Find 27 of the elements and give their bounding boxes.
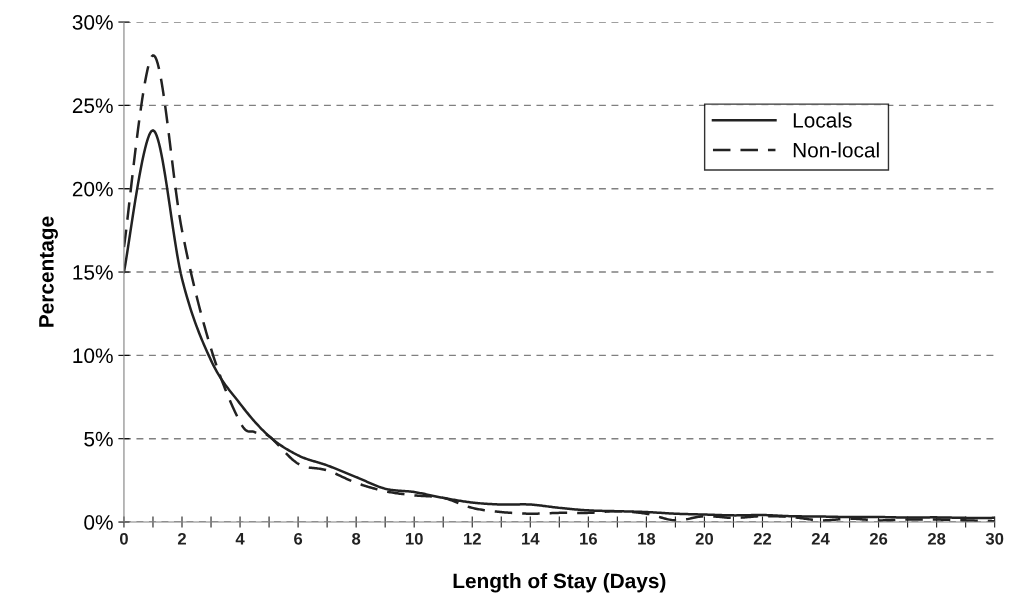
x-tick-label: 12 bbox=[464, 532, 481, 545]
y-tick-label: 0% bbox=[84, 515, 113, 530]
legend-label: Locals bbox=[793, 112, 852, 128]
x-tick-label: 16 bbox=[580, 532, 597, 545]
x-tick-label: 18 bbox=[638, 532, 656, 545]
x-tick-label: 4 bbox=[235, 533, 245, 545]
x-tick-label: 14 bbox=[522, 533, 540, 545]
x-tick-label: 0 bbox=[119, 532, 128, 545]
y-tick-label: 10% bbox=[73, 348, 113, 364]
x-tick-label: 22 bbox=[753, 532, 772, 545]
x-tick-label: 10 bbox=[405, 532, 423, 545]
x-axis-title: Length of Stay (Days) bbox=[453, 572, 666, 593]
y-tick-label: 20% bbox=[72, 181, 113, 197]
x-tick-label: 8 bbox=[352, 532, 361, 545]
x-tick-label: 2 bbox=[177, 532, 186, 545]
x-tick-label: 26 bbox=[869, 532, 888, 545]
y-tick-label: 15% bbox=[73, 265, 113, 280]
x-tick-label: 6 bbox=[294, 532, 303, 545]
x-tick-label: 20 bbox=[695, 532, 714, 545]
x-tick-label: 24 bbox=[811, 532, 830, 545]
y-tick-label: 5% bbox=[84, 431, 113, 447]
y-tick-label: 25% bbox=[72, 98, 113, 114]
x-tick-label: 30 bbox=[985, 532, 1004, 545]
y-axis-title: Percentage bbox=[39, 216, 58, 327]
y-tick-label: 30% bbox=[72, 15, 113, 30]
x-tick-label: 28 bbox=[927, 532, 946, 545]
legend-label: Non-local bbox=[793, 142, 879, 158]
